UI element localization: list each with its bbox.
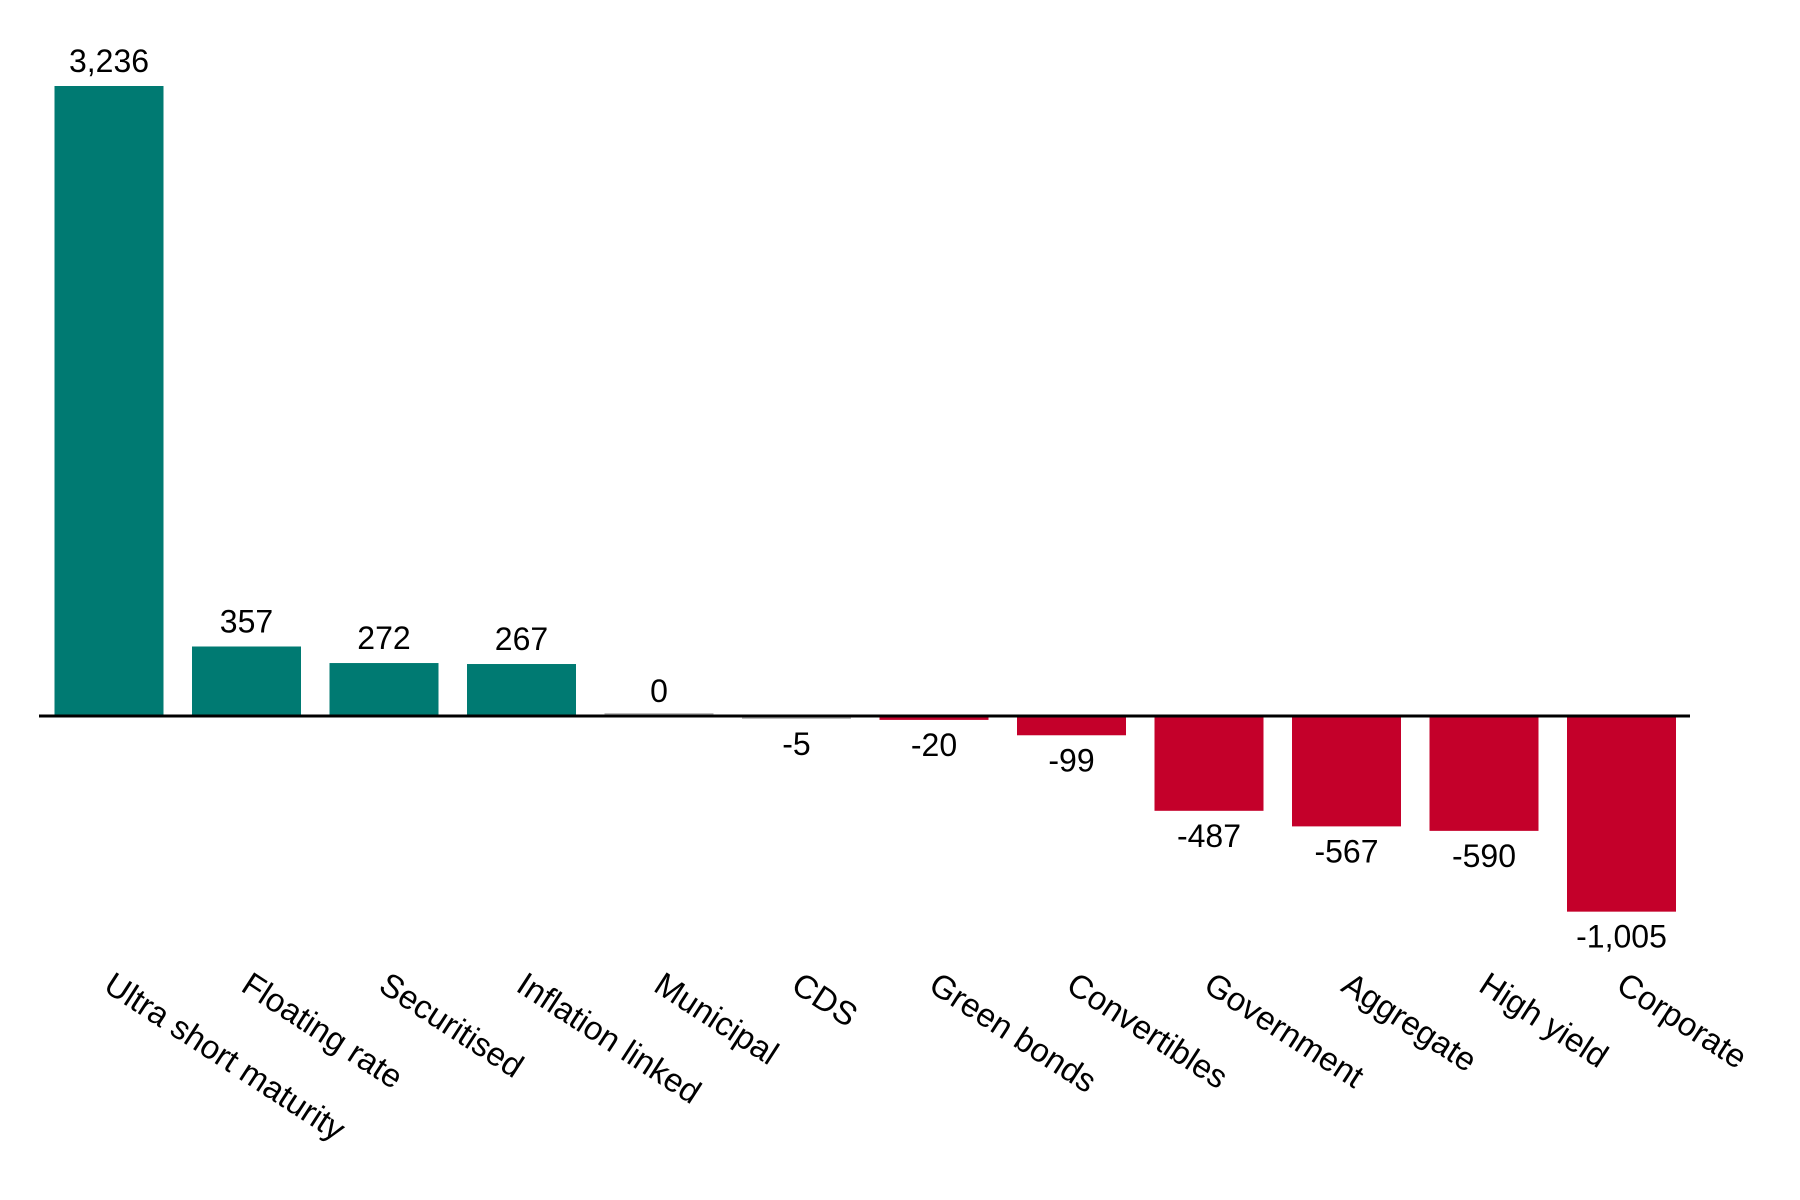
bar-aggregate — [1292, 716, 1401, 827]
bar-convertibles — [1017, 716, 1126, 736]
value-label-corporate: -1,005 — [1576, 919, 1667, 955]
value-label-securitised: 272 — [357, 620, 410, 656]
value-label-ultra-short-maturity: 3,236 — [69, 43, 149, 79]
value-labels-layer: 3,236 357 272 267 0 -5 -20 -99 -487 -567 -590 -1,00… — [69, 43, 1667, 955]
value-label-high-yield: -590 — [1452, 838, 1516, 874]
value-label-green-bonds: -20 — [911, 727, 957, 763]
value-label-municipal: 0 — [650, 673, 668, 709]
bar-high-yield — [1429, 716, 1539, 831]
bar-green-bonds — [879, 716, 989, 720]
bars-layer — [54, 86, 1676, 912]
category-label-ultra-short-maturity: Ultra short maturity — [98, 965, 352, 1148]
category-label-corporate: Corporate — [1611, 965, 1754, 1076]
bar-securitised — [329, 663, 439, 716]
category-label-cds: CDS — [786, 965, 865, 1034]
value-label-aggregate: -567 — [1314, 833, 1378, 869]
value-label-inflation-linked: 267 — [495, 621, 548, 657]
bar-government — [1154, 716, 1264, 811]
bar-ultra-short-maturity — [54, 86, 164, 716]
bar-inflation-linked — [467, 664, 576, 716]
value-label-convertibles: -99 — [1048, 742, 1094, 778]
value-label-cds: -5 — [782, 726, 810, 762]
category-label-high-yield: High yield — [1473, 965, 1615, 1075]
value-label-floating-rate: 357 — [220, 603, 273, 639]
bar-floating-rate — [192, 646, 301, 716]
bar-corporate — [1567, 716, 1676, 912]
value-label-government: -487 — [1177, 818, 1241, 854]
